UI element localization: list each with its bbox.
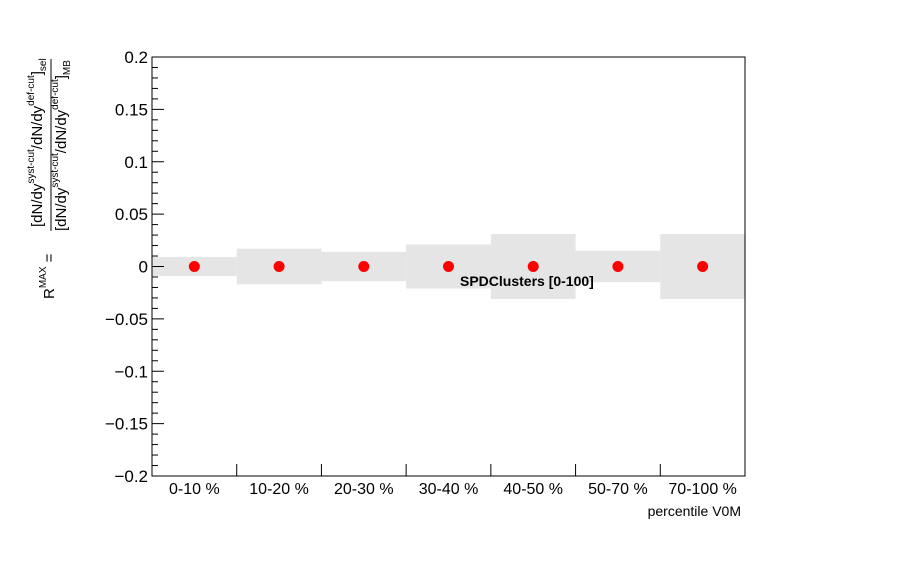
data-point-3 [358,261,370,272]
data-point-7 [697,261,709,272]
x-tick-label: 0-10 % [169,481,220,498]
y-tick-label: 0.15 [115,100,148,119]
y-axis-title: RMAX = [dN/dysyst-cut/dN/dydef-cut]sel [… [26,58,73,299]
y-tick-label: 0.05 [115,205,148,224]
x-axis-ticks [236,464,661,476]
y-axis-ticks [152,56,164,477]
x-tick-label: 50-70 % [588,481,648,498]
x-tick-label: 40-50 % [503,481,563,498]
data-point-5 [527,261,539,272]
data-point-2 [273,261,285,272]
y-tick-label: 0.2 [124,48,148,67]
y-tick-label: −0.2 [114,467,148,486]
y-tick-label: −0.1 [114,362,148,381]
tick-labels: 0.2 0.15 0.1 0.05 0 −0.05 −0.1 −0.15 −0.2 0-10 % 1… [105,48,737,498]
x-axis-title: percentile V0M [648,503,741,519]
y-axis-title-numerator: [dN/dysyst-cut/dN/dydef-cut]sel [26,58,49,227]
x-tick-label: 20-30 % [334,481,394,498]
data-point-1 [188,261,200,272]
y-axis-title-denominator: [dN/dysyst-cut/dN/dydef-cut]MB [50,60,73,231]
y-axis-title-prefix: RMAX = [38,253,58,299]
annotation-label: SPDClusters [0-100] [460,273,594,289]
data-point-4 [443,261,454,272]
y-tick-label: 0.1 [124,153,148,172]
x-tick-label: 30-40 % [419,481,479,498]
data-point-6 [612,261,624,272]
y-tick-label: −0.05 [105,310,148,329]
data-points [188,261,709,272]
x-tick-label: 10-20 % [249,481,309,498]
x-tick-label: 70-100 % [668,481,737,498]
y-tick-label: 0 [139,258,148,277]
y-tick-label: −0.15 [105,415,148,434]
